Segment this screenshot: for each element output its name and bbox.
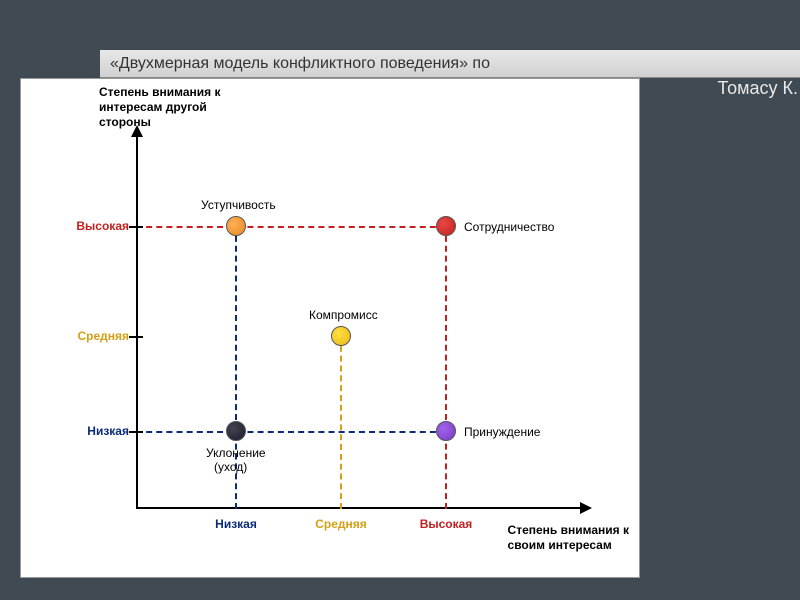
slide-title-bar: «Двухмерная модель конфликтного поведени… — [100, 50, 800, 78]
y-axis-title-l1: Степень внимания к — [99, 85, 220, 99]
x-axis-title-l2: своим интересам — [508, 538, 612, 552]
node-collab — [436, 216, 456, 236]
node-comp — [331, 326, 351, 346]
node-force — [436, 421, 456, 441]
node-avoid — [226, 421, 246, 441]
node-label2-avoid: (уход) — [214, 460, 247, 474]
y-axis — [136, 131, 138, 509]
y-axis-title: Степень внимания к интересам другой стор… — [99, 85, 220, 130]
slide-title: «Двухмерная модель конфликтного поведени… — [110, 55, 490, 73]
y-axis-title-l2: интересам другой — [99, 100, 207, 114]
node-label-collab: Сотрудничество — [464, 220, 554, 234]
plot-area: ВысокаяСредняяНизкаяНизкаяСредняяВысокая… — [121, 131, 601, 531]
diagram-card: Степень внимания к интересам другой стор… — [20, 78, 640, 578]
y-tick-mark — [129, 336, 143, 338]
dash-line — [340, 336, 342, 509]
x-axis-title-l1: Степень внимания к — [508, 523, 629, 537]
x-axis — [136, 507, 586, 509]
arrow-up-icon — [131, 125, 143, 137]
y-tick-label: Низкая — [39, 424, 129, 438]
node-yield — [226, 216, 246, 236]
node-label-avoid: Уклонение — [206, 446, 266, 460]
x-axis-title: Степень внимания к своим интересам — [508, 523, 629, 553]
x-tick-label: Средняя — [315, 517, 367, 531]
slide-title-tail: Томасу К. — [718, 78, 800, 99]
dash-line — [445, 226, 447, 509]
y-tick-mark — [129, 226, 143, 228]
x-tick-label: Низкая — [215, 517, 257, 531]
y-tick-mark — [129, 431, 143, 433]
x-tick-label: Высокая — [420, 517, 473, 531]
y-tick-label: Высокая — [39, 219, 129, 233]
y-tick-label: Средняя — [39, 329, 129, 343]
node-label-comp: Компромисс — [309, 308, 378, 322]
arrow-right-icon — [580, 502, 592, 514]
dash-line — [136, 226, 446, 228]
node-label-force: Принуждение — [464, 425, 540, 439]
dash-line — [136, 431, 446, 433]
y-axis-title-l3: стороны — [99, 115, 151, 129]
node-label-yield: Уступчивость — [201, 198, 276, 212]
